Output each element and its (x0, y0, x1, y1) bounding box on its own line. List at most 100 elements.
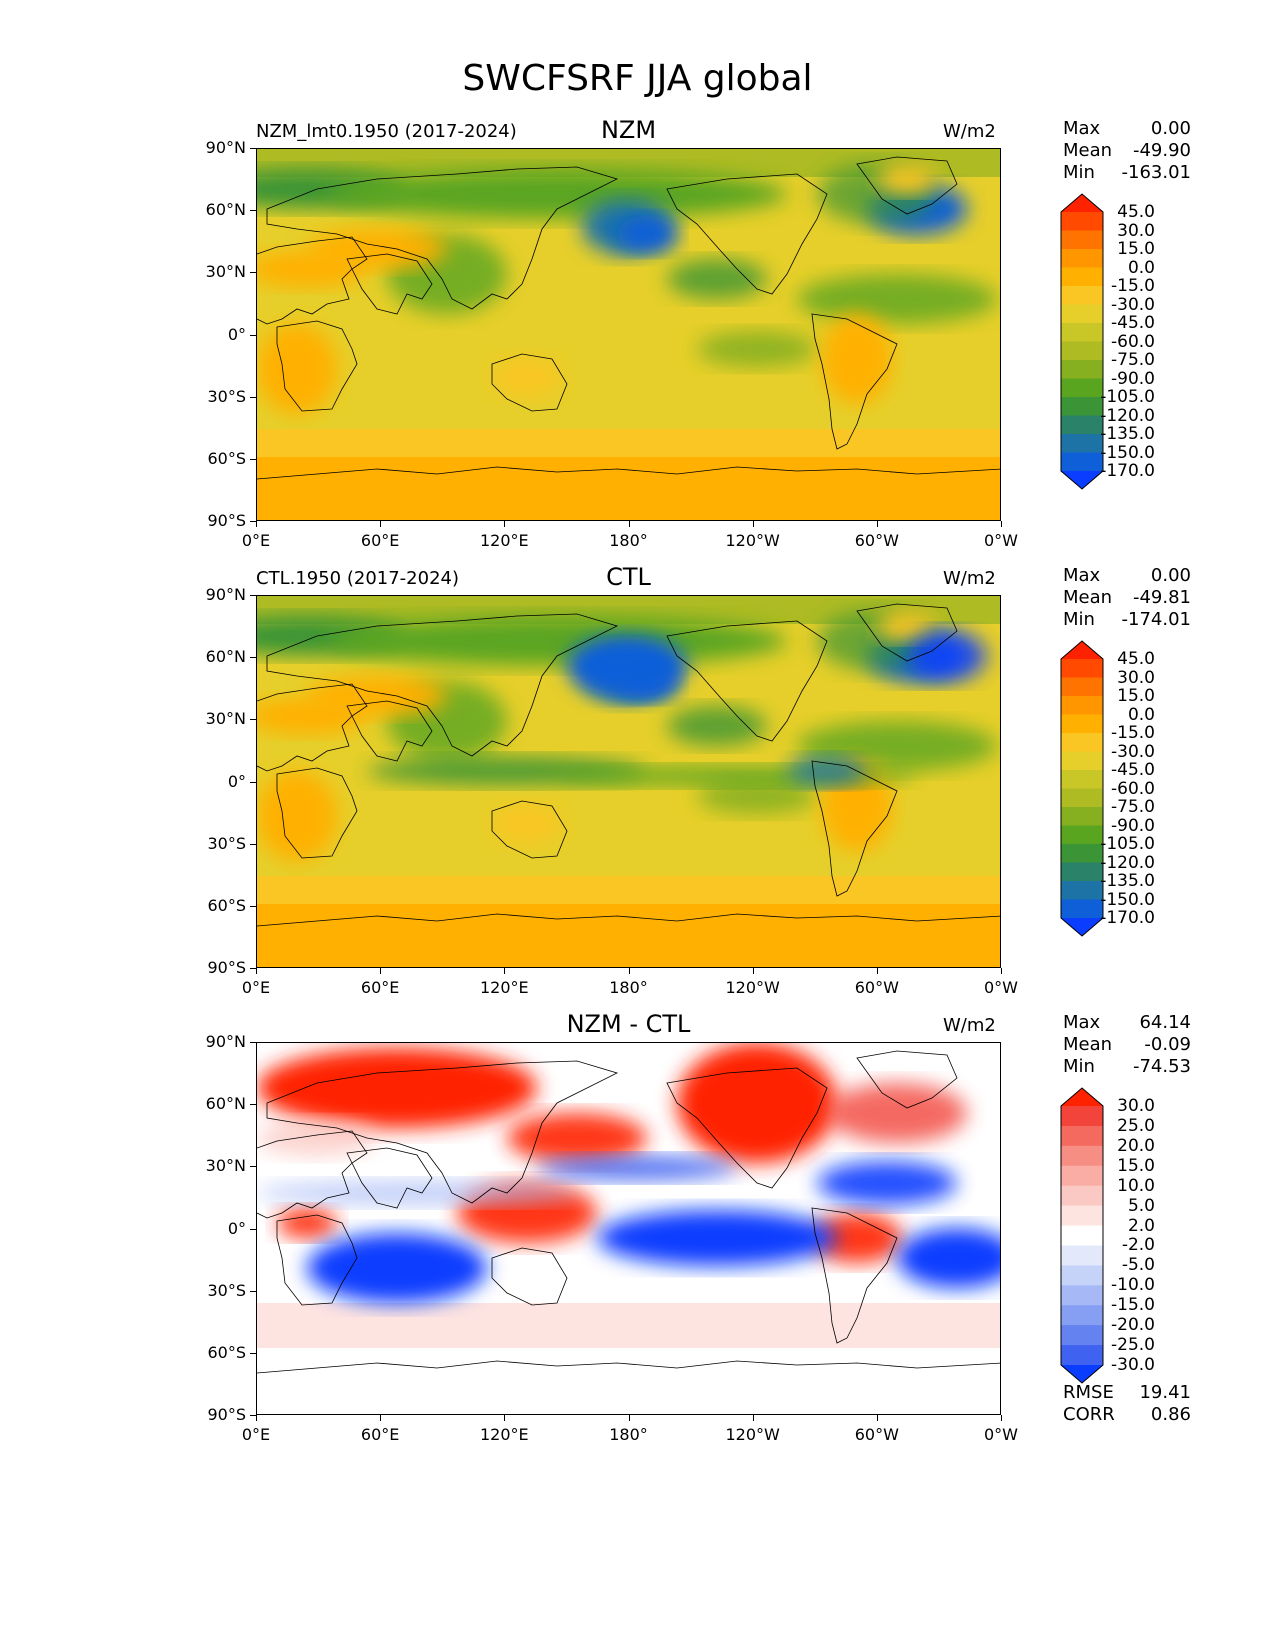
x-tick-mark (504, 1415, 506, 1421)
colorbar-tick-label: 15.0 (1117, 686, 1155, 706)
x-tick-label: 60°W (854, 531, 899, 550)
colorbar-tick-label: 45.0 (1117, 649, 1155, 669)
stat-value: -174.01 (1121, 609, 1191, 630)
x-tick-label: 60°W (854, 978, 899, 997)
y-tick-mark (250, 781, 256, 783)
y-tick-mark (250, 1166, 256, 1168)
y-tick-mark (250, 1042, 256, 1043)
colorbar-tick-label: -25.0 (1111, 1335, 1155, 1356)
colorbar-ctl (1060, 640, 1104, 937)
stat-label: Max (1063, 1012, 1101, 1033)
stat-value: -49.81 (1132, 587, 1191, 608)
x-tick-mark (628, 521, 630, 527)
colorbar-tick-label: -150.0 (1100, 889, 1155, 910)
stat-label: Min (1063, 1056, 1095, 1077)
stat-value: -163.01 (1121, 162, 1191, 183)
colorbar-extend-top (1061, 641, 1103, 659)
stat-row: Max 0.00 (1063, 118, 1191, 140)
y-tick-mark (250, 1415, 256, 1416)
y-tick-mark (250, 1290, 256, 1292)
colorbar-tick-label: -75.0 (1111, 797, 1155, 817)
x-tick-mark (1001, 968, 1002, 974)
diff-metrics: RMSE 19.41 CORR 0.86 (1063, 1382, 1191, 1426)
x-tick-label: 120°E (480, 531, 529, 550)
panel-title-ctl: CTL (606, 563, 651, 591)
x-tick-label: 120°E (480, 1425, 529, 1444)
y-tick-label: 90°S (207, 958, 246, 977)
y-tick-mark (250, 148, 256, 149)
colorbar-swatch (1061, 452, 1103, 472)
x-tick-label: 60°E (360, 1425, 400, 1444)
colorbar-tick-label: -15.0 (1111, 276, 1155, 296)
colorbar-swatch (1061, 899, 1103, 919)
colorbar-swatch (1061, 751, 1103, 771)
y-tick-label: 90°S (207, 511, 246, 530)
y-tick-label: 90°N (205, 585, 246, 604)
colorbar-tick-label: -2.0 (1121, 1235, 1155, 1256)
colorbar-swatch (1061, 825, 1103, 845)
colorbar-tick-label: -30.0 (1111, 741, 1155, 762)
stat-value: -0.09 (1144, 1034, 1191, 1055)
y-tick-label: 30°S (207, 1280, 246, 1300)
y-tick-mark (250, 657, 256, 659)
colorbar-extend-bottom (1061, 1365, 1103, 1383)
colorbar-tick-label: -105.0 (1100, 834, 1155, 854)
colorbar-swatch (1061, 397, 1103, 416)
y-tick-label: 60°N (205, 1094, 246, 1114)
y-tick-mark (250, 396, 256, 398)
colorbar-tick-label: -170.0 (1100, 908, 1155, 928)
colorbar-tick-label: -30.0 (1111, 1355, 1155, 1375)
y-tick-label: 90°N (205, 138, 246, 157)
y-tick-mark (250, 905, 256, 907)
panel-subtitle-ctl: CTL.1950 (2017-2024) (256, 568, 460, 589)
colorbar-tick-label: -45.0 (1111, 760, 1155, 780)
x-tick-mark (380, 521, 382, 527)
contour-field-ctl (257, 596, 1000, 967)
x-tick-label: 120°W (725, 978, 780, 997)
x-tick-mark (256, 968, 257, 974)
colorbar-swatch (1061, 881, 1103, 900)
colorbar-tick-label: 5.0 (1127, 1195, 1155, 1216)
x-tick-label: 180° (609, 978, 648, 997)
colorbar-outline (1060, 193, 1104, 490)
colorbar-tick-label: 30.0 (1117, 1096, 1155, 1116)
colorbar-tick-label: 30.0 (1117, 220, 1155, 241)
y-tick-label: 60°S (207, 448, 246, 468)
y-tick-mark (250, 1352, 256, 1354)
x-tick-mark (256, 521, 257, 527)
colorbar-tick-label: -120.0 (1100, 852, 1155, 873)
colorbar-tick-label: -90.0 (1111, 815, 1155, 836)
x-tick-mark (752, 968, 754, 974)
y-tick-label: 60°S (207, 895, 246, 915)
colorbar-outline (1060, 1087, 1104, 1384)
y-tick-label: 60°N (205, 647, 246, 667)
colorbar-tick-label: 0.0 (1127, 257, 1155, 278)
y-tick-label: 30°N (205, 262, 246, 282)
x-tick-mark (752, 521, 754, 527)
colorbar-swatch (1061, 1285, 1103, 1306)
x-tick-label: 120°W (725, 531, 780, 550)
map-ctl (256, 595, 1001, 968)
colorbar-swatch (1061, 323, 1103, 342)
stat-value: -49.90 (1132, 140, 1191, 161)
x-tick-label: 120°W (725, 1425, 780, 1444)
x-tick-label: 60°W (854, 1425, 899, 1444)
x-tick-mark (628, 1415, 630, 1421)
x-tick-label: 180° (609, 531, 648, 550)
stat-value: 0.00 (1150, 565, 1191, 586)
metric-value: 0.86 (1150, 1404, 1191, 1425)
colorbar-tick-label: -10.0 (1111, 1275, 1155, 1296)
colorbar-swatch (1061, 807, 1103, 826)
colorbar-tick-label: -15.0 (1111, 1295, 1155, 1316)
y-tick-mark (250, 334, 256, 336)
x-tick-mark (380, 968, 382, 974)
y-tick-mark (250, 595, 256, 596)
y-tick-label: 0° (227, 1218, 246, 1238)
stat-value: 0.00 (1150, 118, 1191, 139)
metric-row: RMSE 19.41 (1063, 1382, 1191, 1404)
colorbar-tick-label: 15.0 (1117, 239, 1155, 259)
map-diff (256, 1042, 1001, 1415)
stat-label: Min (1063, 162, 1095, 183)
x-tick-label: 60°E (360, 531, 400, 550)
colorbar-extend-bottom (1061, 918, 1103, 936)
